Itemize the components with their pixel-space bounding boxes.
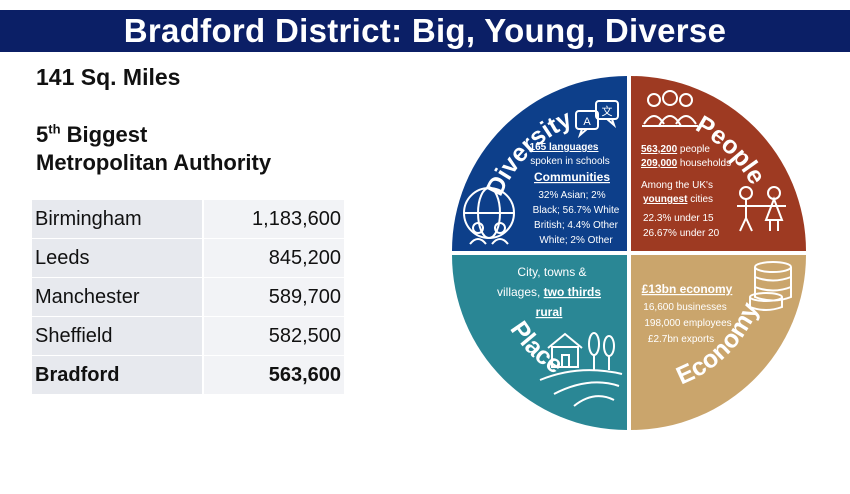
city-population: 582,500 (203, 316, 344, 356)
place-rural: rural (536, 305, 563, 319)
economy-employees: 198,000 employees (644, 318, 731, 329)
under-15-stat: 22.3% under 15 (643, 213, 714, 224)
table-row: Leeds 845,200 (32, 238, 344, 278)
communities-line: British; 4.4% Other (534, 220, 619, 231)
children-icon (737, 186, 786, 232)
house-trees-fields-icon (539, 332, 623, 407)
city-name: Bradford (32, 355, 204, 395)
rank-line2: Metropolitan Authority (36, 150, 272, 175)
place-two-thirds: two thirds (544, 285, 602, 299)
city-name: Sheffield (32, 316, 204, 356)
economy-businesses: 16,600 businesses (643, 302, 726, 313)
population-line: 563,200 people (641, 144, 710, 155)
population-label: people (677, 144, 710, 155)
table-row-highlight: Bradford 563,600 (32, 355, 344, 395)
city-name: Birmingham (32, 200, 204, 239)
under-20-stat: 26.67% under 20 (643, 228, 720, 239)
youngest-line: youngest cities (643, 194, 713, 205)
households-count: 209,000 (641, 158, 678, 169)
economy-exports: £2.7bn exports (648, 334, 714, 345)
globe-people-icon (463, 187, 515, 245)
cities-word: cities (687, 194, 713, 205)
households-line: 209,000 households (641, 158, 731, 169)
people-group-icon (642, 90, 698, 127)
area-fact: 141 Sq. Miles (36, 64, 181, 90)
svg-text:A: A (583, 116, 591, 128)
city-population: 1,183,600 (203, 200, 344, 239)
youngest-word: youngest (643, 194, 688, 205)
communities-heading: Communities (534, 170, 610, 184)
among-uk-text: Among the UK's (641, 180, 713, 191)
place-quadrant (452, 255, 627, 430)
city-name: Manchester (32, 277, 204, 317)
rank-fact: 5th Biggest Metropolitan Authority (36, 121, 271, 177)
languages-count: 165 languages (530, 142, 599, 153)
table-row: Birmingham 1,183,600 (32, 200, 344, 239)
city-population-table: Birmingham 1,183,600 Leeds 845,200 Manch… (32, 200, 344, 395)
communities-line: White; 2% Other (539, 235, 613, 246)
rank-suffix: th (48, 121, 61, 137)
people-quadrant (631, 76, 806, 251)
district-wheel: Diversity People Place Economy A 文 165 l… (452, 76, 806, 430)
place-line: villages, two thirds (497, 285, 601, 299)
city-population: 563,600 (203, 355, 344, 395)
speech-bubbles-translate-icon: A 文 (575, 100, 619, 139)
page-title: Bradford District: Big, Young, Diverse (0, 10, 850, 52)
economy-headline: £13bn economy (642, 282, 733, 296)
languages-note: spoken in schools (530, 156, 610, 167)
households-label: households (677, 158, 731, 169)
population-count: 563,200 (641, 144, 678, 155)
coin-stack-icon (749, 261, 792, 311)
table-row: Sheffield 582,500 (32, 316, 344, 356)
place-line2-a: villages, (497, 285, 544, 299)
svg-text:文: 文 (602, 104, 613, 118)
place-line: City, towns & (517, 265, 586, 279)
diversity-quadrant (452, 76, 627, 251)
city-population: 589,700 (203, 277, 344, 317)
city-name: Leeds (32, 238, 204, 278)
communities-line: Black; 56.7% White (533, 205, 620, 216)
communities-line: 32% Asian; 2% (538, 190, 605, 201)
rank-line1: Biggest (60, 122, 148, 147)
rank-number: 5 (36, 122, 49, 147)
city-population: 845,200 (203, 238, 344, 278)
table-row: Manchester 589,700 (32, 277, 344, 317)
